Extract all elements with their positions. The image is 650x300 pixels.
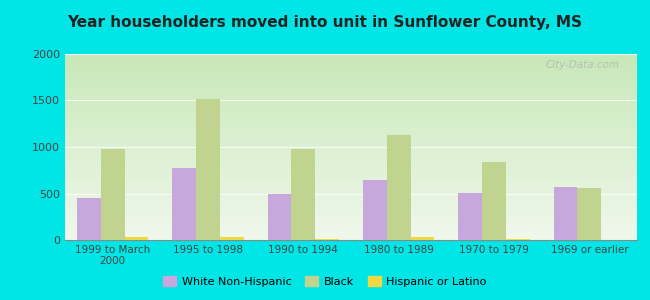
Text: Year householders moved into unit in Sunflower County, MS: Year householders moved into unit in Sun… xyxy=(68,15,582,30)
Bar xyxy=(77,198,101,240)
Bar xyxy=(482,162,506,240)
Bar xyxy=(411,237,434,240)
Bar xyxy=(220,237,244,240)
Bar xyxy=(315,239,339,240)
Bar xyxy=(387,135,411,240)
Bar xyxy=(577,188,601,240)
Bar xyxy=(268,194,291,240)
Text: City-Data.com: City-Data.com xyxy=(546,60,620,70)
Bar xyxy=(363,181,387,240)
Bar xyxy=(554,187,577,240)
Bar xyxy=(196,99,220,240)
Bar xyxy=(291,149,315,240)
Legend: White Non-Hispanic, Black, Hispanic or Latino: White Non-Hispanic, Black, Hispanic or L… xyxy=(159,272,491,291)
Bar xyxy=(458,193,482,240)
Bar xyxy=(172,168,196,240)
Bar xyxy=(506,239,530,240)
Bar xyxy=(101,149,125,240)
Bar xyxy=(125,237,148,240)
